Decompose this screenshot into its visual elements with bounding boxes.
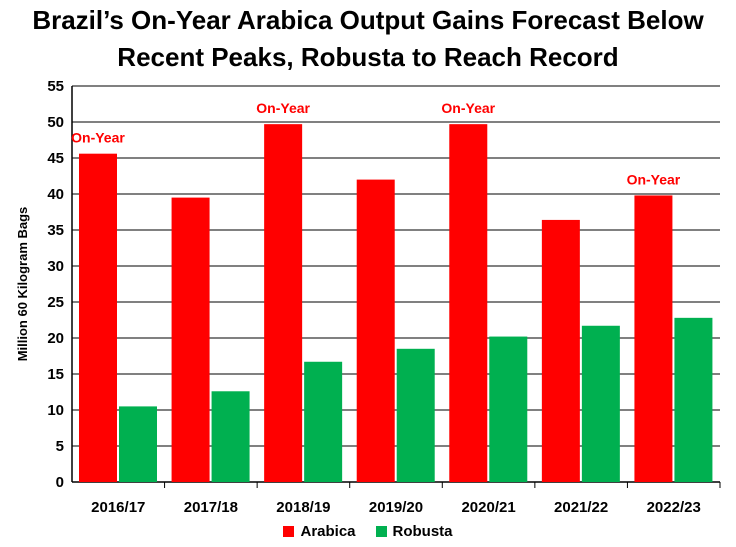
annotation-on-year: On-Year [441,100,495,116]
y-tick-label: 45 [47,150,64,167]
bar-arabica-2022-23 [634,195,673,482]
legend-item-robusta: Robusta [375,523,453,540]
annotation-on-year: On-Year [627,171,681,187]
legend: Arabica Robusta [0,523,736,540]
y-tick-label: 15 [47,366,64,383]
y-tick-label: 50 [47,114,64,131]
x-tick-label: 2016/17 [91,499,145,516]
bar-robusta-2020-21 [489,336,528,482]
legend-swatch-arabica [283,526,295,537]
y-axis-label: Million 60 Kilogram Bags [15,207,30,362]
bar-robusta-2019-20 [396,348,435,482]
legend-label-robusta: Robusta [392,523,453,540]
bar-arabica-2021-22 [541,219,580,483]
y-tick-label: 5 [56,438,64,455]
x-tick-label: 2019/20 [369,499,423,516]
y-tick-label: 35 [47,222,64,239]
legend-label-arabica: Arabica [300,523,356,540]
legend-item-arabica: Arabica [283,523,356,540]
y-tick-label: 20 [47,330,64,347]
annotation-on-year: On-Year [256,100,310,116]
bar-robusta-2021-22 [581,325,620,482]
annotation-on-year: On-Year [71,130,125,146]
y-tick-label: 10 [47,402,64,419]
x-tick-label: 2022/23 [647,499,701,516]
bar-arabica-2020-21 [449,124,488,482]
y-tick-label: 40 [47,186,64,203]
bar-arabica-2017-18 [171,197,210,482]
bar-robusta-2022-23 [674,317,713,482]
x-tick-label: 2021/22 [554,499,608,516]
bar-arabica-2016-17 [79,153,117,482]
x-tick-label: 2018/19 [276,499,330,516]
chart-title-line-1: Brazil’s On-Year Arabica Output Gains Fo… [32,5,704,35]
bar-robusta-2018-19 [304,361,343,482]
bar-robusta-2016-17 [119,406,157,482]
y-tick-label: 30 [47,258,64,275]
x-tick-label: 2017/18 [184,499,238,516]
chart-title-line-2: Recent Peaks, Robusta to Reach Record [117,42,619,72]
bar-arabica-2019-20 [356,179,395,482]
y-tick-label: 55 [47,78,64,95]
bar-robusta-2017-18 [211,391,250,482]
y-tick-label: 0 [56,474,64,491]
legend-swatch-robusta [375,526,387,537]
bar-arabica-2018-19 [264,124,303,482]
x-tick-label: 2020/21 [461,499,515,516]
y-tick-label: 25 [47,294,64,311]
